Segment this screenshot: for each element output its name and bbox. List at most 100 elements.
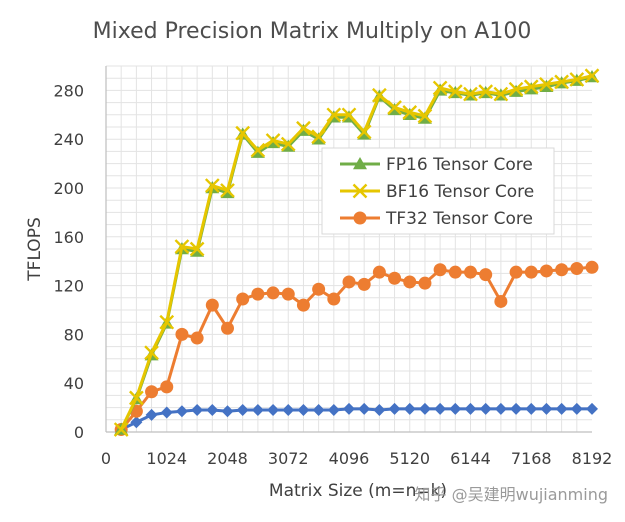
data-point <box>343 402 355 415</box>
data-point <box>434 402 447 415</box>
data-point <box>494 294 508 308</box>
data-point <box>236 404 249 417</box>
y-tick-label: 80 <box>64 325 84 344</box>
series-line <box>119 74 593 431</box>
legend-label: FP16 Tensor Core <box>386 155 533 175</box>
data-point <box>129 390 144 406</box>
data-point <box>297 404 310 417</box>
data-point <box>539 76 554 92</box>
legend-item: BF16 Tensor Core <box>340 182 534 202</box>
tick-labels: 0 1024 2048 3072 4096 5120 6144 7168 8192 0 40 80 12… <box>53 81 612 468</box>
data-point <box>494 402 507 415</box>
data-point <box>175 327 189 341</box>
data-point <box>493 86 509 102</box>
x-tick-label: 5120 <box>389 449 430 468</box>
data-point <box>175 405 188 418</box>
y-tick-label: 160 <box>53 228 84 247</box>
data-point <box>280 136 296 152</box>
legend-swatch-marker <box>352 183 368 199</box>
data-point <box>145 385 159 399</box>
series-bf16-tensor-core <box>113 68 600 437</box>
data-point <box>372 87 387 103</box>
watermark: 知乎 @吴建明wujianming <box>415 485 608 504</box>
data-point <box>357 277 371 291</box>
x-tick-label: 8192 <box>572 449 613 468</box>
data-point <box>113 422 129 437</box>
series-line <box>120 407 592 431</box>
data-point <box>312 282 326 296</box>
data-point <box>281 287 295 301</box>
data-point <box>525 402 538 415</box>
data-point <box>585 260 599 274</box>
data-point <box>159 314 175 330</box>
data-point <box>282 404 295 417</box>
data-point <box>403 275 417 289</box>
legend-swatch-marker <box>353 211 367 225</box>
y-axis-label: TFLOPS <box>25 217 45 281</box>
data-point <box>555 402 568 415</box>
axes <box>105 66 592 433</box>
legend-swatch-marker <box>353 157 367 170</box>
data-point <box>189 241 205 257</box>
x-tick-label: 4096 <box>329 449 370 468</box>
data-point <box>388 271 402 285</box>
data-point <box>372 265 386 279</box>
y-tick-label: 200 <box>53 179 84 198</box>
data-point <box>160 380 174 394</box>
data-point <box>251 287 265 301</box>
y-tick-label: 280 <box>53 81 84 100</box>
data-point <box>190 331 204 345</box>
x-tick-label: 7168 <box>511 449 552 468</box>
x-axis-label: Matrix Size (m=n=k) <box>269 481 447 501</box>
data-point <box>569 72 585 87</box>
data-point <box>220 183 235 198</box>
data-point <box>358 402 371 415</box>
data-point <box>510 402 523 415</box>
legend-label: TF32 Tensor Core <box>385 209 533 229</box>
data-point <box>251 404 264 417</box>
chart-title: Mixed Precision Matrix Multiply on A100 <box>93 19 532 44</box>
data-point <box>524 265 538 279</box>
data-point <box>448 265 462 279</box>
data-point <box>478 84 494 99</box>
data-point <box>447 84 463 99</box>
data-point <box>432 80 448 96</box>
legend: FP16 Tensor Core BF16 Tensor Core TF32 Ten… <box>321 147 555 235</box>
data-point <box>540 402 553 415</box>
data-point <box>296 120 311 136</box>
data-point <box>418 276 432 290</box>
data-point <box>508 81 524 97</box>
x-tick-label: 1024 <box>146 449 187 468</box>
data-point <box>312 404 325 417</box>
data-point <box>356 124 372 140</box>
data-point <box>144 345 159 361</box>
data-point <box>373 404 386 417</box>
legend-item: FP16 Tensor Core <box>340 155 533 175</box>
data-point <box>236 292 250 306</box>
data-point <box>160 406 173 419</box>
data-point <box>523 79 539 95</box>
data-point <box>402 105 418 120</box>
data-point <box>479 402 492 415</box>
data-point <box>266 286 280 300</box>
x-tick-label: 6144 <box>450 449 491 468</box>
series-group <box>113 68 600 437</box>
data-point <box>570 402 583 415</box>
data-point <box>464 402 477 415</box>
data-point <box>509 265 523 279</box>
data-point <box>221 405 234 418</box>
legend-label: BF16 Tensor Core <box>386 182 534 202</box>
y-tick-label: 120 <box>53 277 84 296</box>
data-point <box>327 404 340 417</box>
y-tick-label: 40 <box>64 374 84 393</box>
data-point <box>235 125 251 141</box>
data-point <box>326 107 342 123</box>
data-point <box>341 107 357 123</box>
data-point <box>342 275 356 289</box>
data-point <box>221 321 234 335</box>
data-point <box>387 100 402 115</box>
data-point <box>403 402 416 415</box>
data-point <box>539 264 553 278</box>
data-point <box>191 404 204 417</box>
